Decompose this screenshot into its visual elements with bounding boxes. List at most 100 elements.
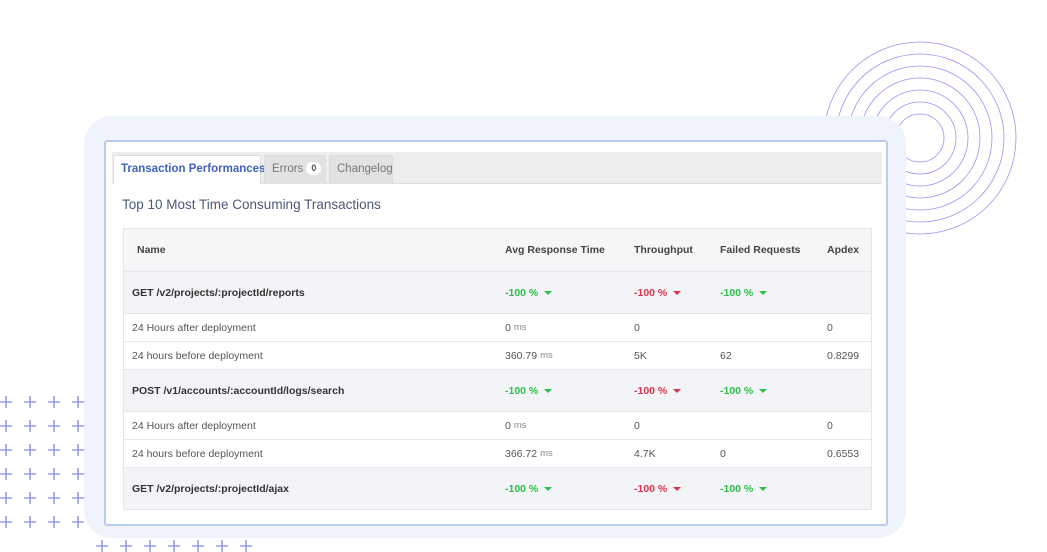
decorative-plus-pattern (0, 396, 252, 552)
plus-mark (48, 492, 60, 504)
column-header-name[interactable]: Name (137, 244, 166, 256)
tab-label: Transaction Performances (121, 163, 266, 175)
table-header-row: Name Avg Response Time Throughput Failed… (124, 229, 871, 271)
deployment-row: 24 hours before deployment 360.79 ms 5K 6… (124, 341, 871, 369)
plus-mark (0, 396, 12, 408)
plus-mark (240, 540, 252, 552)
caret-down-icon (759, 290, 768, 295)
plus-mark (72, 468, 84, 480)
period-label: 24 Hours after deployment (132, 321, 256, 334)
failed-requests-value: 62 (720, 349, 732, 362)
panel-title: Top 10 Most Time Consuming Transactions (122, 197, 381, 212)
caret-down-icon (673, 388, 682, 393)
tab-label: Errors (272, 163, 304, 175)
plus-mark (72, 396, 84, 408)
period-label: 24 hours before deployment (132, 349, 263, 362)
column-header-failed-requests[interactable]: Failed Requests (720, 244, 801, 256)
apdex-value: 0 (827, 321, 833, 334)
change-value: -100 % (505, 384, 539, 397)
transactions-panel: Transaction Performances Errors 0 Changel… (104, 140, 888, 526)
caret-down-icon (673, 290, 682, 295)
transaction-name: GET /v2/projects/:projectId/ajax (132, 482, 289, 495)
plus-mark (0, 468, 12, 480)
value: 366.72 (505, 447, 538, 460)
plus-mark (96, 540, 108, 552)
caret-down-icon (544, 388, 553, 393)
plus-mark (144, 540, 156, 552)
failed-requests-change: -100 % (720, 468, 768, 509)
throughput-value: 5K (634, 349, 647, 362)
plus-mark (48, 420, 60, 432)
errors-count-badge: 0 (306, 162, 322, 176)
value: 0 (505, 419, 511, 432)
plus-mark (120, 540, 132, 552)
apdex-value: 0.8299 (827, 349, 860, 362)
plus-mark (216, 540, 228, 552)
change-value: -100 % (720, 482, 754, 495)
avg-response-value: 360.79 ms (505, 342, 553, 369)
caret-down-icon (673, 486, 682, 491)
plus-mark (0, 420, 12, 432)
unit: ms (540, 350, 553, 361)
change-value: -100 % (505, 286, 539, 299)
plus-mark (24, 396, 36, 408)
plus-mark (24, 444, 36, 456)
tab-bar: Transaction Performances Errors 0 Changel… (112, 152, 882, 184)
value: 360.79 (505, 349, 538, 362)
transaction-name: POST /v1/accounts/:accountId/logs/search (132, 384, 345, 397)
plus-mark (48, 468, 60, 480)
column-header-throughput[interactable]: Throughput (634, 244, 693, 256)
change-value: -100 % (634, 482, 668, 495)
unit: ms (540, 448, 553, 459)
caret-down-icon (759, 388, 768, 393)
plus-mark (192, 540, 204, 552)
apdex-value: 0 (827, 419, 833, 432)
deployment-row: 24 Hours after deployment 0 ms 0 0 (124, 313, 871, 341)
avg-response-value: 0 ms (505, 314, 527, 341)
plus-mark (0, 516, 12, 528)
transaction-row[interactable]: POST /v1/accounts/:accountId/logs/search… (124, 369, 871, 411)
deployment-row: 24 hours before deployment 366.72 ms 4.7K… (124, 439, 871, 467)
tab-changelog[interactable]: Changelog (329, 155, 393, 184)
throughput-value: 0 (634, 321, 640, 334)
tab-label: Changelog (337, 163, 393, 175)
change-value: -100 % (720, 384, 754, 397)
transaction-row[interactable]: GET /v2/projects/:projectId/ajax -100 % … (124, 467, 871, 509)
throughput-value: 4.7K (634, 447, 656, 460)
tab-errors[interactable]: Errors 0 (264, 155, 326, 184)
value: 0 (505, 321, 511, 334)
unit: ms (513, 322, 527, 333)
deployment-row: 24 Hours after deployment 0 ms 0 0 (124, 411, 871, 439)
throughput-change: -100 % (634, 370, 682, 411)
tab-transaction-performances[interactable]: Transaction Performances (113, 155, 265, 184)
failed-requests-change: -100 % (720, 370, 768, 411)
avg-response-change: -100 % (505, 468, 553, 509)
plus-mark (24, 420, 36, 432)
plus-mark (48, 444, 60, 456)
change-value: -100 % (634, 384, 668, 397)
plus-mark (24, 492, 36, 504)
plus-mark (0, 492, 12, 504)
plus-mark (72, 492, 84, 504)
plus-mark (72, 516, 84, 528)
transactions-table: Name Avg Response Time Throughput Failed… (123, 228, 872, 510)
failed-requests-change: -100 % (720, 272, 768, 313)
period-label: 24 Hours after deployment (132, 419, 256, 432)
plus-mark (0, 444, 12, 456)
caret-down-icon (544, 290, 553, 295)
caret-down-icon (759, 486, 768, 491)
transaction-row[interactable]: GET /v2/projects/:projectId/reports -100… (124, 271, 871, 313)
avg-response-value: 366.72 ms (505, 440, 553, 467)
failed-requests-value: 0 (720, 447, 726, 460)
change-value: -100 % (505, 482, 539, 495)
plus-mark (72, 444, 84, 456)
apdex-value: 0.6553 (827, 447, 860, 460)
unit: ms (513, 420, 527, 431)
throughput-change: -100 % (634, 272, 682, 313)
throughput-change: -100 % (634, 468, 682, 509)
throughput-value: 0 (634, 419, 640, 432)
plus-mark (48, 396, 60, 408)
plus-mark (168, 540, 180, 552)
column-header-avg-response-time[interactable]: Avg Response Time (505, 244, 605, 256)
column-header-apdex[interactable]: Apdex (827, 244, 860, 256)
